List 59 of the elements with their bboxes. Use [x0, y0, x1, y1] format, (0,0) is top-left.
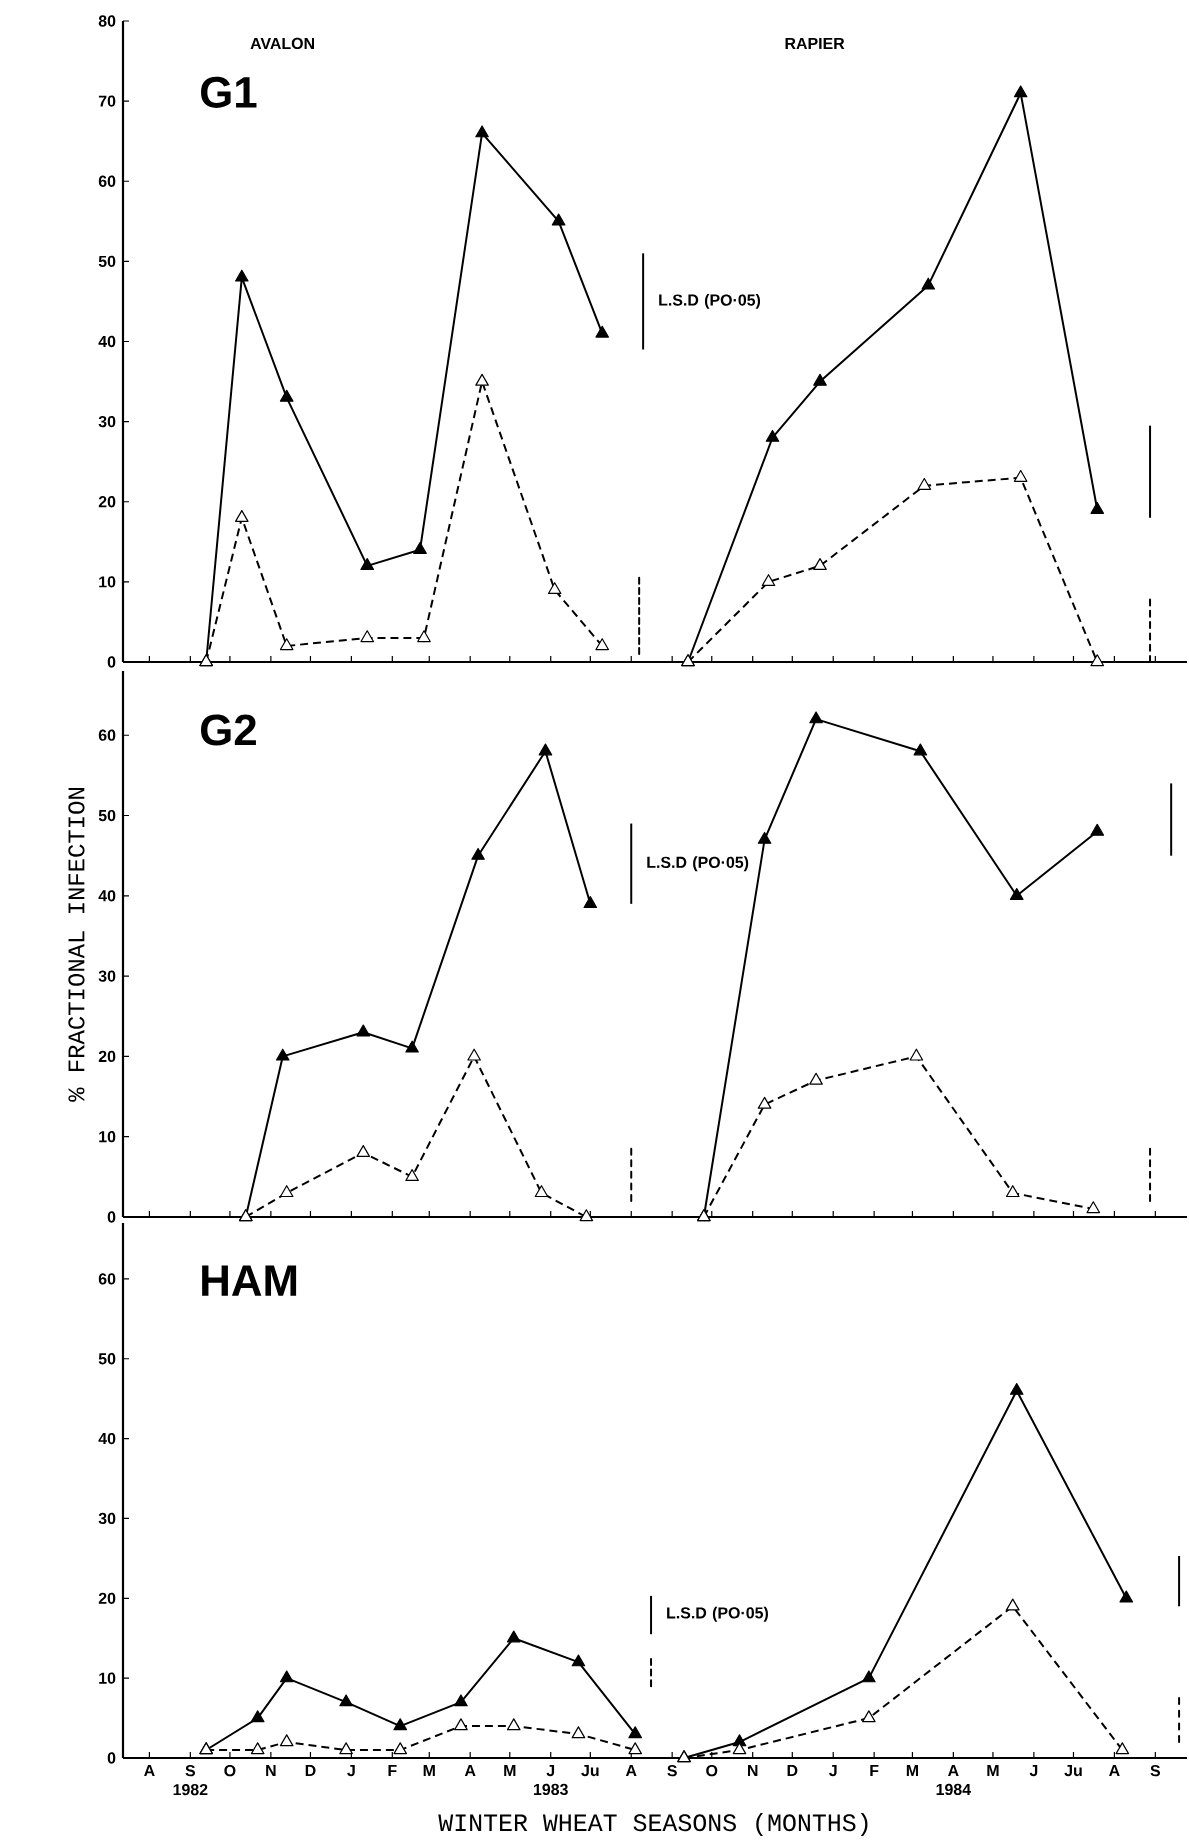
x-tick-label: A 1984 — [936, 1765, 971, 1796]
annotation: L.S.D (PO·05) — [647, 856, 749, 872]
x-tick-label: O — [224, 1765, 236, 1777]
y-tick-label: 60 — [98, 1273, 116, 1285]
x-tick-label: J — [829, 1765, 837, 1777]
y-tick-label: 80 — [98, 15, 116, 27]
y-axis-title: % FRACTIONAL INFECTION — [68, 788, 85, 1102]
y-tick-label: 30 — [98, 970, 116, 982]
x-tick-label: F — [870, 1765, 879, 1777]
annotation: L.S.D (PO·05) — [667, 1606, 768, 1622]
y-tick-label: 20 — [98, 1050, 116, 1063]
annotation: RAPIER — [785, 37, 845, 49]
x-tick-label: A — [625, 1765, 637, 1777]
y-tick-label: 40 — [98, 335, 116, 348]
x-tick-label: S 1982 — [173, 1765, 208, 1796]
text: G1 — [201, 76, 257, 108]
x-tick-label: D — [787, 1765, 798, 1777]
x-tick-label: M — [423, 1765, 435, 1777]
y-tick-label: 0 — [107, 1211, 116, 1223]
x-tick-label: J — [347, 1765, 355, 1777]
y-tick-label: 50 — [98, 1353, 116, 1365]
y-tick-label: 40 — [98, 890, 116, 902]
y-tick-label: 60 — [98, 175, 116, 187]
x-tick-label: A — [1109, 1765, 1120, 1777]
annotation: AVALON — [250, 37, 314, 50]
x-axis-title: WINTER WHEAT SEASONS (MONTHS) — [438, 1812, 868, 1837]
y-tick-label: 40 — [98, 1432, 116, 1445]
y-tick-label: 10 — [99, 1672, 116, 1684]
x-tick-label: M — [504, 1765, 516, 1777]
x-tick-label: O — [706, 1765, 718, 1777]
y-tick-label: 70 — [98, 95, 116, 107]
y-tick-label: 60 — [98, 729, 116, 741]
annotation: L.S.D (PO·05) — [659, 293, 761, 309]
y-tick-label: 10 — [99, 576, 116, 588]
x-tick-label: F — [388, 1765, 397, 1777]
x-tick-label: Ju — [1064, 1765, 1082, 1777]
x-tick-label: S — [1150, 1765, 1161, 1777]
y-tick-label: 10 — [99, 1131, 116, 1143]
x-tick-label: J 1983 — [533, 1765, 568, 1796]
text: G2 — [201, 714, 256, 746]
x-tick-label: J — [1029, 1765, 1038, 1777]
y-tick-label: 50 — [98, 809, 116, 822]
y-tick-label: 0 — [107, 1752, 116, 1764]
x-tick-label: A — [144, 1765, 155, 1777]
x-tick-label: N — [748, 1765, 758, 1777]
x-tick-label: A — [464, 1765, 476, 1777]
text: HAM — [202, 1265, 297, 1296]
y-tick-label: 30 — [98, 415, 116, 428]
x-tick-label: Ju — [581, 1765, 599, 1777]
y-tick-label: 30 — [98, 1512, 116, 1525]
x-tick-label: N — [266, 1765, 276, 1777]
y-tick-label: 20 — [98, 1592, 116, 1604]
x-tick-label: M — [987, 1765, 999, 1777]
x-tick-label: S — [667, 1765, 677, 1777]
y-tick-label: 20 — [98, 496, 116, 508]
x-tick-label: D — [305, 1765, 316, 1777]
y-tick-label: 50 — [98, 255, 116, 268]
y-tick-label: 0 — [107, 656, 116, 668]
x-tick-label: M — [906, 1765, 919, 1777]
